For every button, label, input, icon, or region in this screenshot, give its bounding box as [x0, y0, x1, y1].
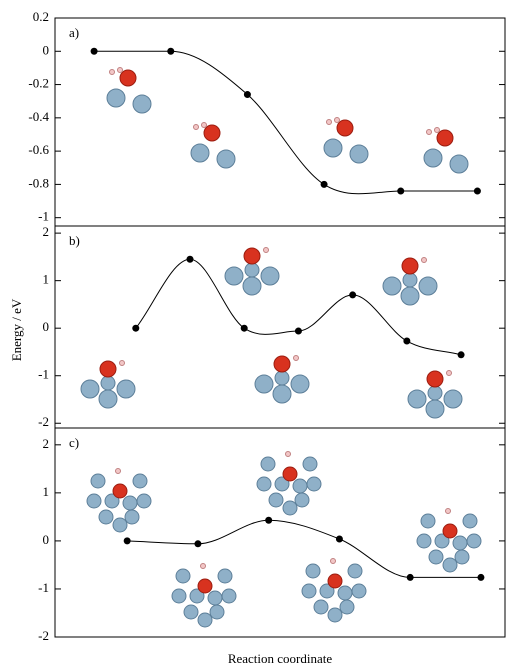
data-point	[349, 291, 357, 299]
data-point	[240, 324, 248, 332]
y-tick-label: -2	[38, 628, 49, 643]
data-point	[320, 180, 328, 188]
y-axis-label: Energy / eV	[9, 298, 24, 361]
y-tick-label: 0	[43, 532, 50, 547]
data-point	[406, 573, 414, 581]
data-point	[123, 537, 131, 545]
energy-curve	[94, 50, 478, 195]
panel-label: a)	[69, 25, 79, 40]
y-tick-label: -1	[38, 209, 49, 224]
data-point	[243, 91, 251, 99]
y-tick-label: -0.4	[28, 109, 49, 124]
data-point	[186, 255, 194, 263]
y-tick-label: -0.2	[28, 76, 49, 91]
y-tick-label: -1	[38, 580, 49, 595]
y-tick-label: -0.8	[28, 175, 49, 190]
panel-label: c)	[69, 435, 79, 450]
panel-label: b)	[69, 233, 80, 248]
data-point	[457, 351, 465, 359]
energy-curve	[127, 519, 481, 578]
panel-frame	[54, 17, 506, 227]
data-point	[473, 187, 481, 195]
y-tick-label: -0.6	[28, 142, 49, 157]
y-tick-label: -2	[38, 414, 49, 429]
data-point	[294, 327, 302, 335]
data-point	[167, 47, 175, 55]
y-tick-label: 0	[43, 319, 50, 334]
y-tick-label: 0	[43, 42, 50, 57]
y-tick-label: 2	[43, 436, 50, 451]
y-tick-label: 1	[43, 272, 50, 287]
data-point	[265, 516, 273, 524]
data-point	[403, 337, 411, 345]
data-point	[194, 540, 202, 548]
data-point	[477, 573, 485, 581]
data-point	[90, 47, 98, 55]
panel-frame	[54, 427, 506, 638]
y-tick-label: 1	[43, 484, 50, 499]
y-tick-label: 2	[43, 224, 50, 239]
y-tick-label: 0.2	[33, 9, 49, 24]
data-point	[397, 187, 405, 195]
data-point	[335, 535, 343, 543]
data-point	[132, 324, 140, 332]
y-tick-label: -1	[38, 367, 49, 382]
x-axis-label: Reaction coordinate	[228, 651, 333, 666]
